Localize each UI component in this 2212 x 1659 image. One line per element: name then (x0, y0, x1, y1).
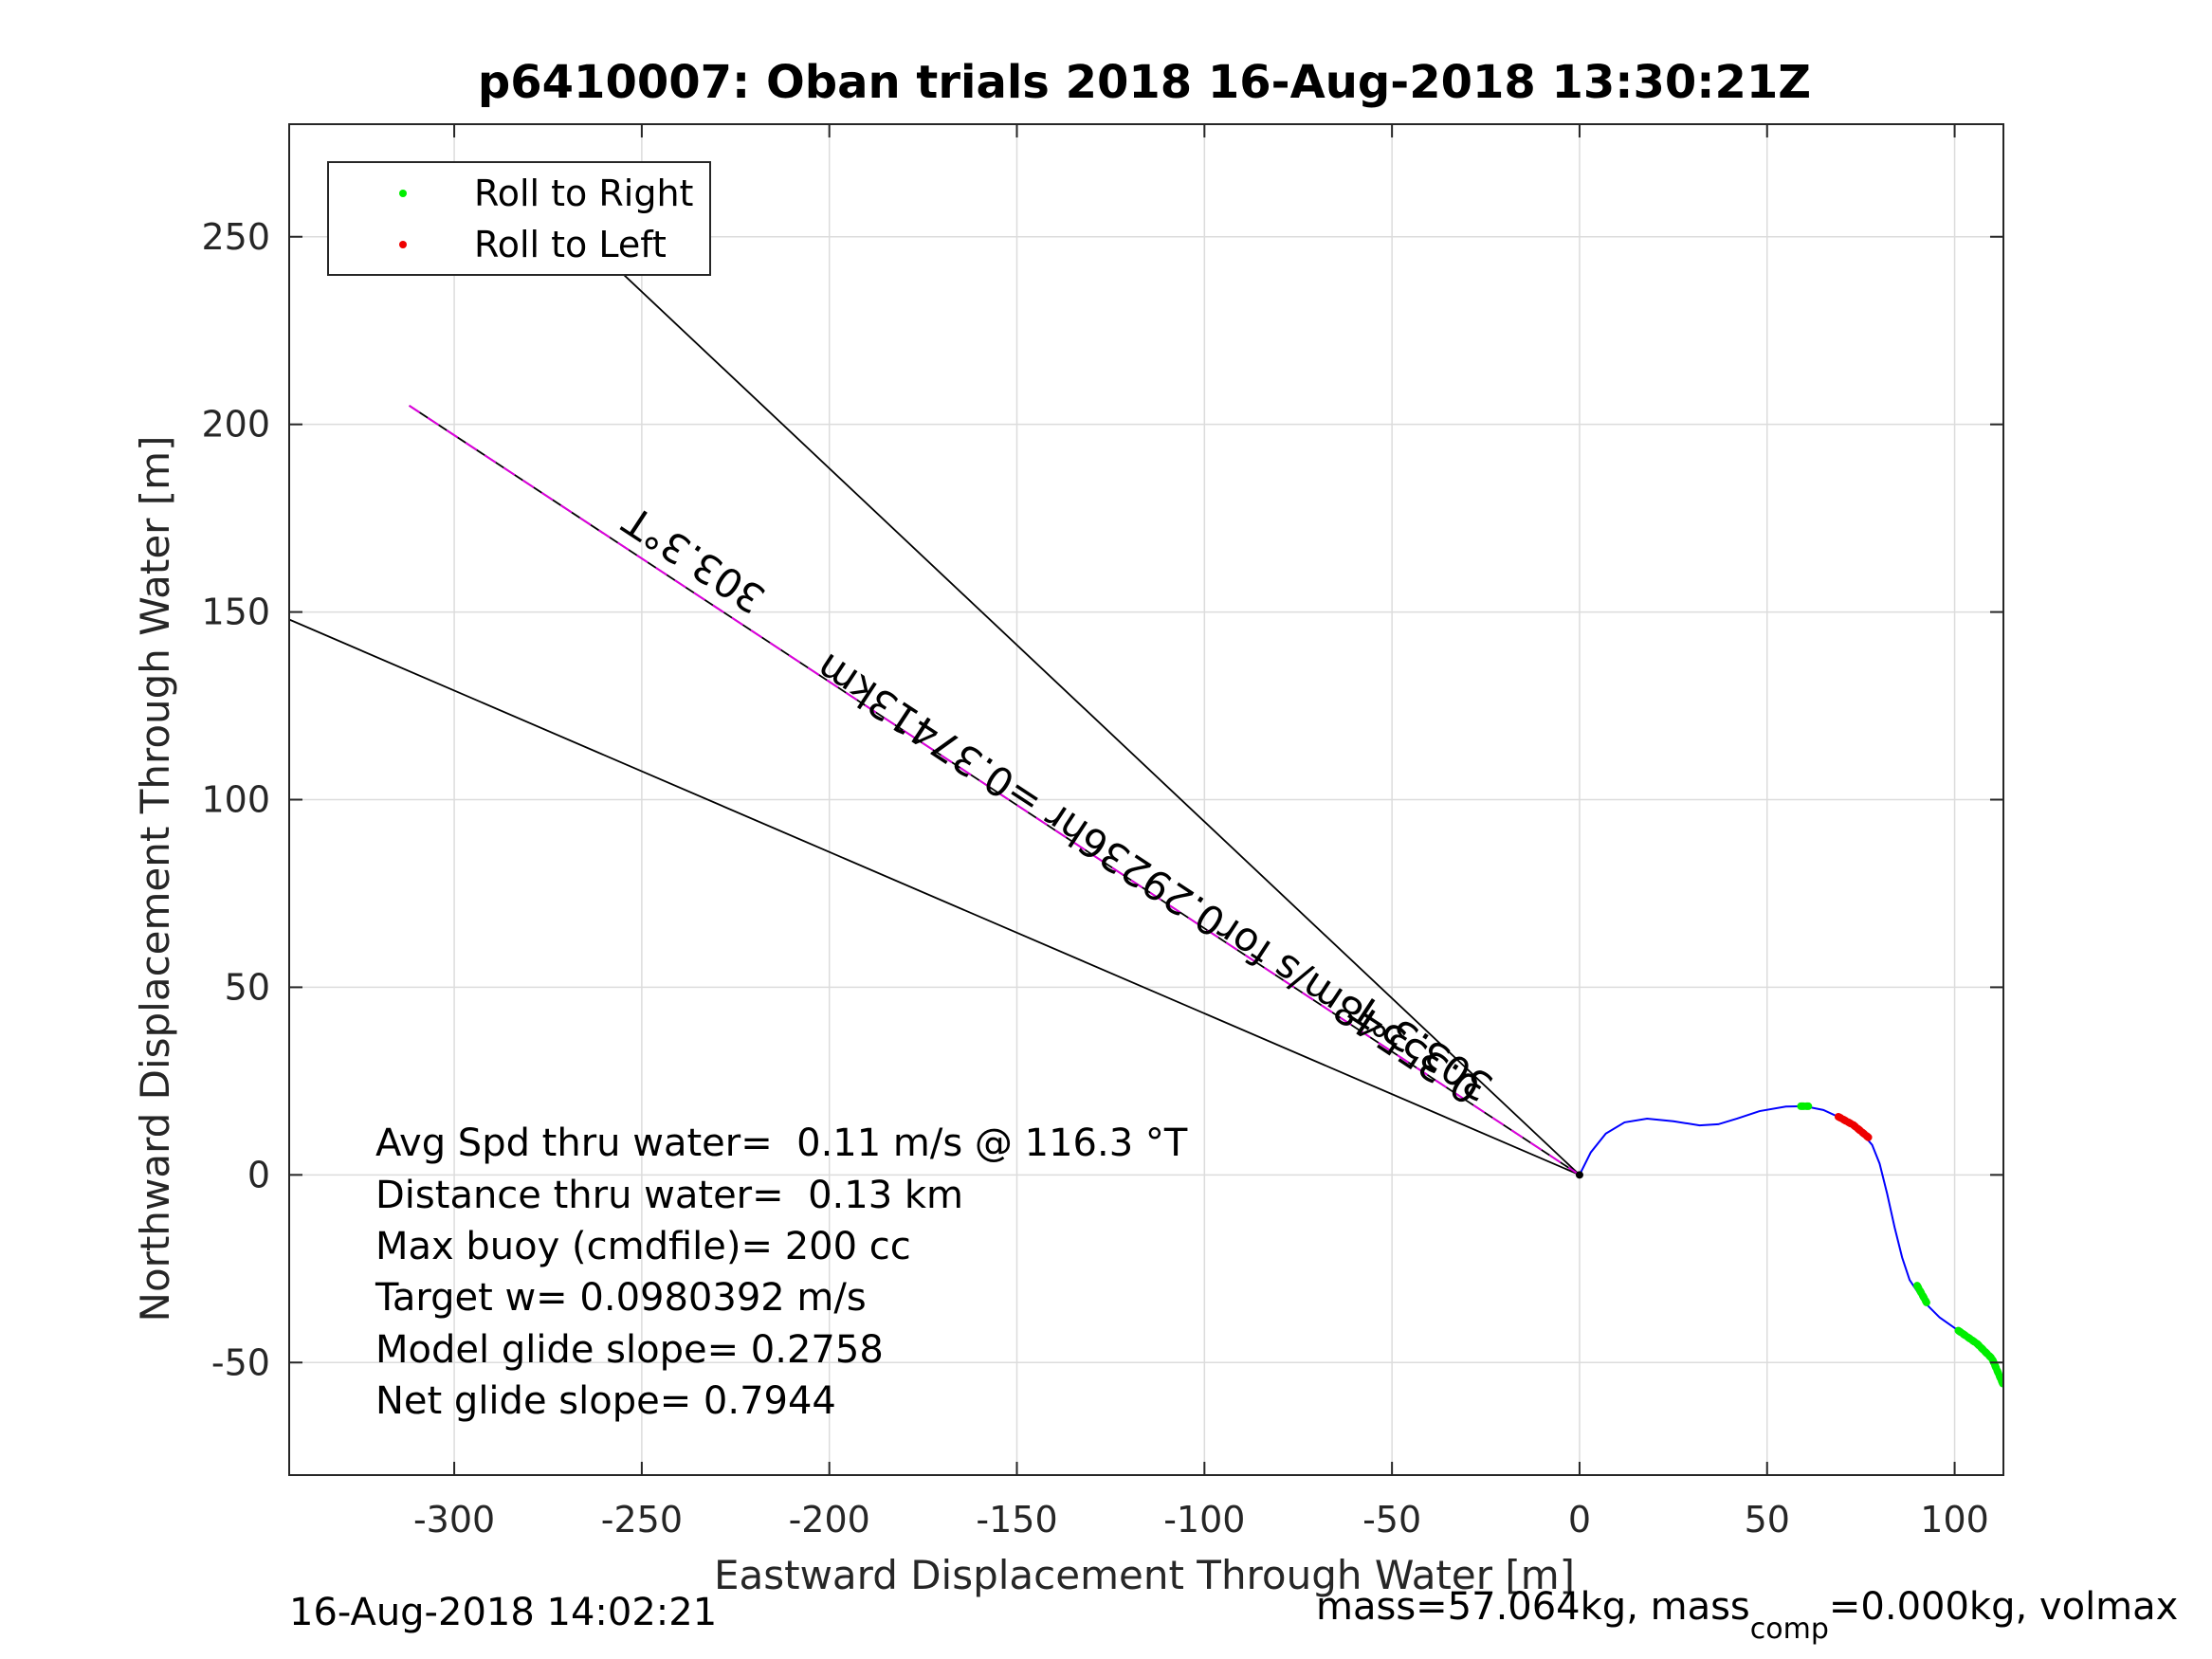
y-tick-label: 250 (201, 216, 270, 258)
annotation-model-glide: Model glide slope= 0.2758 (375, 1328, 884, 1372)
x-tick-label: -200 (789, 1499, 870, 1540)
reference-line (555, 210, 1581, 1176)
legend: Roll to Right Roll to Left (327, 161, 711, 276)
y-axis-label: Northward Displacement Through Water [m] (132, 436, 178, 1322)
reference-line (289, 618, 1581, 1176)
roll-right-marks (1913, 1282, 1930, 1306)
plot-content (289, 210, 2003, 1389)
x-tick-label: 100 (1920, 1499, 1989, 1540)
x-tick-label: -100 (1163, 1499, 1245, 1540)
legend-marker-roll-right (399, 190, 407, 197)
y-tick-label: 150 (201, 592, 270, 633)
footer-mass-text: mass=57.064kg, masscomp=0.000kg, volmax (1316, 1585, 2178, 1646)
footer-mass-sub: comp (1750, 1613, 1829, 1646)
y-tick-label: 100 (201, 779, 270, 821)
x-tick-label: -150 (976, 1499, 1057, 1540)
footer-timestamp: 16-Aug-2018 14:02:21 (289, 1591, 717, 1634)
x-tick-label: -250 (601, 1499, 683, 1540)
reference-line (409, 405, 1581, 1176)
footer-mass-a: mass=57.064kg, mass (1316, 1585, 1750, 1629)
y-tick-label: 0 (247, 1154, 270, 1195)
grid (289, 124, 2003, 1475)
legend-label-roll-left: Roll to Left (474, 224, 667, 265)
footer-mass-b: =0.000kg, volmax (1829, 1585, 2178, 1629)
x-tick-label: -50 (1362, 1499, 1421, 1540)
x-tick-label: 0 (1568, 1499, 1591, 1540)
legend-marker-roll-left (399, 241, 407, 248)
annotation-avg-speed: Avg Spd thru water= 0.11 m/s @ 116.3 °T (375, 1121, 1188, 1165)
series-group (289, 210, 2003, 1389)
stats-annotations: Avg Spd thru water= 0.11 m/s @ 116.3 °T … (375, 1121, 1188, 1423)
y-tick-label: 200 (201, 404, 270, 446)
roll-right-marks (1954, 1326, 2003, 1389)
legend-label-roll-right: Roll to Right (474, 173, 693, 214)
ticks: -300 -250 -200 -150 -100 -50 0 50 100 -50 0 50 100 15… (201, 124, 2003, 1540)
annotation-net-glide: Net glide slope= 0.7944 (375, 1379, 836, 1423)
annotation-max-buoy: Max buoy (cmdfile)= 200 cc (375, 1225, 911, 1268)
x-axis-label: Eastward Displacement Through Water [m] (714, 1552, 1575, 1598)
annotation-target-w: Target w= 0.0980392 m/s (375, 1276, 867, 1320)
x-tick-label: -300 (413, 1499, 495, 1540)
y-tick-label: -50 (211, 1341, 270, 1383)
roll-left-marks (1834, 1112, 1873, 1141)
chart-title: p6410007: Oban trials 2018 16-Aug-2018 1… (478, 56, 1811, 109)
annotation-distance: Distance thru water= 0.13 km (375, 1174, 963, 1217)
origin-point (1575, 1171, 1583, 1179)
x-tick-label: 50 (1745, 1499, 1790, 1540)
legend-box (327, 161, 711, 276)
y-tick-label: 50 (225, 966, 270, 1008)
